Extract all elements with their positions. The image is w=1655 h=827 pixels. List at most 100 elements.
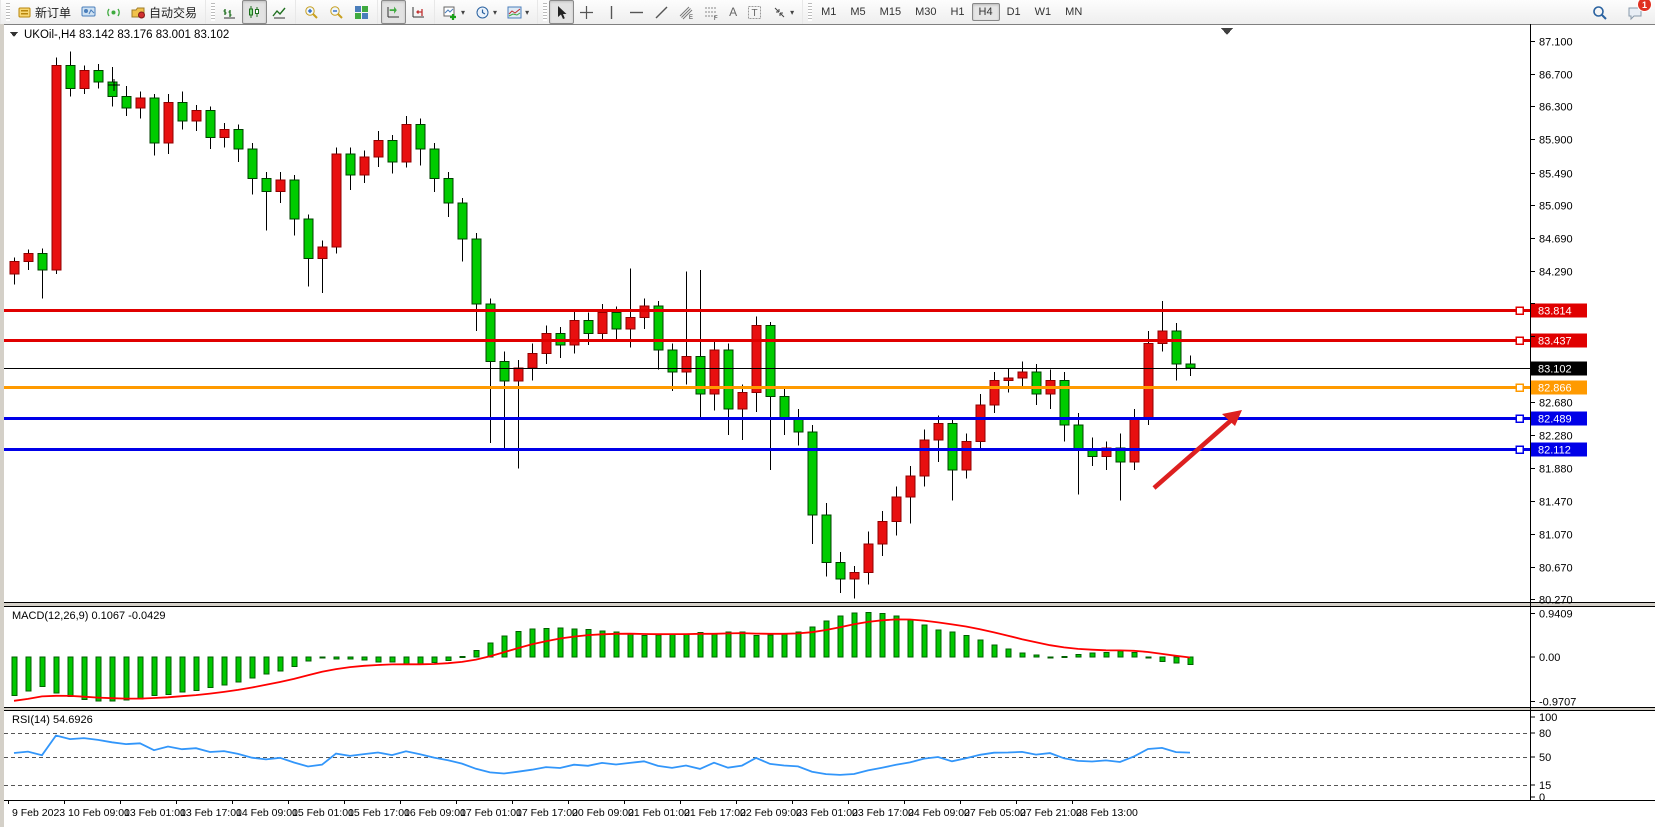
search-icon <box>1592 5 1607 20</box>
toolbar-group-charttype <box>205 0 295 24</box>
arrows-tool-button[interactable]: ▾ <box>767 0 799 24</box>
timeframe-button-d1[interactable]: D1 <box>1006 6 1021 18</box>
candle-body <box>93 69 104 83</box>
arrows-tool-icon <box>772 5 787 20</box>
trendline-button[interactable] <box>649 0 674 24</box>
horizontal-line-button[interactable] <box>624 0 649 24</box>
line-chart-button[interactable] <box>267 0 292 24</box>
price-axis-tick-label: 80.270 <box>1539 595 1573 607</box>
rsi-line <box>13 734 1191 776</box>
bar-chart-button[interactable] <box>217 0 242 24</box>
panel-separator[interactable] <box>4 707 1655 711</box>
candlestick-chart-button[interactable] <box>242 0 268 24</box>
candle-body <box>1185 363 1196 369</box>
macd-bar <box>179 656 186 693</box>
candle-body <box>429 148 440 179</box>
timeframe-button-h4[interactable]: H4 <box>971 3 1000 21</box>
panel-separator[interactable] <box>4 602 1655 606</box>
market-watch-button[interactable] <box>76 0 101 24</box>
crosshair-button[interactable] <box>574 0 599 24</box>
timeframe-button-m5[interactable]: M5 <box>850 6 866 18</box>
autotrading-button[interactable]: 自动交易 <box>126 0 202 24</box>
trend-arrow-annotation[interactable] <box>1152 410 1242 490</box>
equidistant-channel-button[interactable]: E <box>674 0 699 24</box>
tile-windows-button[interactable] <box>349 0 374 24</box>
toolbar-grip[interactable] <box>808 3 813 21</box>
candle-body <box>653 305 664 351</box>
timeframe-button-m1[interactable]: M1 <box>821 6 837 18</box>
plus-marker[interactable] <box>108 79 120 91</box>
hline-handle[interactable] <box>1515 383 1524 392</box>
periods-button[interactable]: ▾ <box>470 0 502 24</box>
macd-bar <box>781 633 788 658</box>
candle-body <box>457 202 468 240</box>
add-indicator-button[interactable]: ▾ <box>438 0 470 24</box>
timeframe-button-m15[interactable]: M15 <box>879 6 902 18</box>
macd-bar <box>459 656 466 659</box>
candle-body <box>1003 377 1014 381</box>
notifications-button[interactable]: 1 <box>1622 0 1652 24</box>
candle-body <box>989 379 1000 406</box>
dropdown-caret-icon: ▾ <box>525 7 530 17</box>
macd-bar <box>767 634 774 658</box>
chart-shift-button[interactable] <box>406 0 431 24</box>
timeframe-button-mn[interactable]: MN <box>1065 6 1083 18</box>
macd-bar <box>893 615 900 658</box>
candle-body <box>597 311 608 335</box>
macd-bar <box>1005 648 1012 658</box>
search-button[interactable] <box>1587 0 1612 24</box>
macd-bar <box>473 649 480 658</box>
fibonacci-button[interactable]: F <box>699 0 724 24</box>
macd-bar <box>557 627 564 658</box>
candle-body <box>51 65 62 271</box>
text-tool-button[interactable]: A <box>724 0 742 24</box>
candle-body <box>1143 342 1154 420</box>
price-axis-tick-label: 82.680 <box>1539 398 1573 410</box>
macd-bar <box>235 656 242 683</box>
zoom-out-button[interactable] <box>324 0 349 24</box>
vertical-line-button[interactable] <box>599 0 624 24</box>
autoscroll-button[interactable] <box>381 0 407 24</box>
toolbar-grip[interactable] <box>211 3 216 21</box>
macd-bar <box>1131 651 1138 658</box>
toolbar-grip[interactable] <box>6 3 10 21</box>
time-axis-label: 28 Feb 13:00 <box>1076 807 1138 819</box>
macd-bar <box>1173 656 1180 664</box>
candle-body <box>583 320 594 335</box>
dropdown-caret-icon: ▾ <box>493 7 498 17</box>
new-order-button[interactable]: 新订单 <box>12 0 76 24</box>
macd-bar <box>417 656 424 665</box>
timeframe-button-m30[interactable]: M30 <box>915 6 937 18</box>
zoom-in-button[interactable] <box>299 0 324 24</box>
cursor-button[interactable] <box>549 0 575 24</box>
signals-button[interactable] <box>101 0 126 24</box>
autotrading-icon <box>131 5 146 20</box>
hline-handle[interactable] <box>1515 414 1524 423</box>
candle-body <box>1017 371 1028 379</box>
hline-handle[interactable] <box>1515 445 1524 454</box>
timeframe-button-w1[interactable]: W1 <box>1034 6 1052 18</box>
hline-handle[interactable] <box>1515 336 1524 345</box>
candle-body <box>415 123 426 150</box>
cursor-arrow-icon <box>554 5 569 20</box>
templates-button[interactable]: ▾ <box>502 0 534 24</box>
candle-body <box>443 177 454 204</box>
text-label-button[interactable]: T <box>742 0 767 24</box>
price-tag <box>1531 442 1587 457</box>
toolbar-grip[interactable] <box>543 3 548 21</box>
price-chart-canvas[interactable]: 83.814 83.437 83.102 82.866 82.489 82.112 87.1… <box>4 24 1655 827</box>
macd-bar <box>39 656 46 688</box>
symbol-dropdown-icon[interactable] <box>10 32 18 37</box>
price-axis-tick-label: 80.670 <box>1539 563 1573 575</box>
candle-body <box>905 475 916 498</box>
time-axis-label: 16 Feb 09:00 <box>404 807 466 819</box>
candle-body <box>681 356 692 373</box>
vertical-line-icon <box>604 5 619 20</box>
main-toolbar: 新订单 自动交易 <box>0 0 1655 25</box>
timeframe-button-h1[interactable]: H1 <box>950 6 965 18</box>
candle-body <box>303 218 314 259</box>
chart-shift-marker[interactable] <box>1221 28 1233 35</box>
horizontal-line-icon <box>629 5 644 20</box>
price-axis-tick-label: 85.900 <box>1539 135 1573 147</box>
hline-handle[interactable] <box>1515 306 1524 315</box>
